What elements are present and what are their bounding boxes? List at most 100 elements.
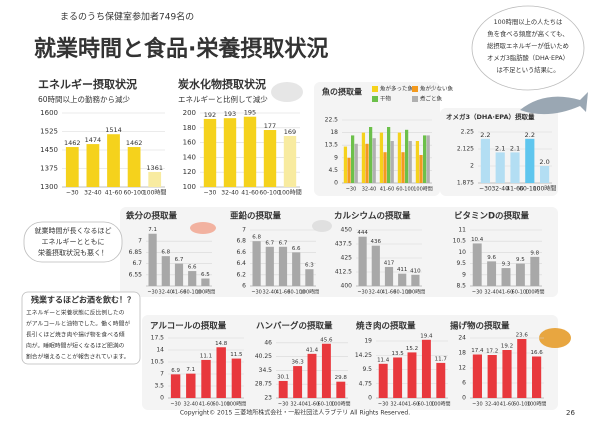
value-label: 23.6 — [516, 333, 529, 339]
x-tick-label: 41-60 — [405, 402, 420, 408]
x-tick-label: 100時間 — [406, 290, 426, 296]
callout-text: 就業時間が長くなるほど — [35, 226, 112, 235]
bar — [390, 141, 394, 183]
bar — [283, 135, 297, 187]
callout-text: エネルギーと栄養状態に反比例したの — [26, 309, 125, 317]
value-label: 177 — [264, 122, 276, 130]
x-tick-label: ~30 — [472, 402, 483, 408]
value-label: 193 — [224, 110, 236, 118]
value-label: 13.5 — [391, 351, 404, 357]
value-label: 17.4 — [471, 348, 484, 354]
y-tick-label: 46 — [264, 339, 272, 346]
value-label: 36.3 — [291, 360, 304, 366]
y-tick-label: 2.25 — [461, 129, 475, 136]
y-tick-label: 1.875 — [457, 180, 474, 187]
bar — [347, 157, 351, 183]
callout-title: 残業するほどお酒を飲む！？ — [31, 295, 135, 305]
bar — [408, 141, 412, 183]
bar — [540, 166, 550, 183]
bar — [372, 138, 376, 183]
bar — [361, 132, 366, 183]
value-label: 29.8 — [335, 375, 348, 381]
y-tick-label: 7 — [160, 371, 164, 378]
value-label: 6.5 — [201, 272, 210, 278]
x-tick-label: 41-60 — [276, 290, 291, 296]
bar — [495, 152, 505, 183]
bar — [487, 261, 497, 286]
chart-title: ビタミンDの摂取量 — [454, 211, 530, 222]
value-label: 195 — [244, 109, 256, 117]
y-tick-label: 4.5 — [328, 167, 338, 174]
y-tick-label: 6.7 — [132, 260, 142, 267]
y-tick-label: 8.5 — [456, 283, 466, 290]
bar — [415, 141, 420, 183]
callout-text: は不足という結果に。 — [497, 65, 560, 74]
value-label: 9.3 — [502, 262, 511, 268]
bar — [532, 356, 542, 398]
bar — [501, 268, 511, 286]
page-number: 26 — [566, 409, 575, 417]
callout-text: 割合が増えることが報告されています。 — [26, 353, 129, 361]
y-tick-label: 13.5 — [325, 142, 339, 149]
bar — [393, 357, 403, 398]
x-tick-label: 32-40 — [491, 186, 509, 193]
bar — [186, 373, 196, 398]
x-tick-label: 100時間 — [431, 402, 451, 408]
callout-text: 向が。睡眠時間が短くなるほど肥満の — [26, 342, 125, 350]
y-tick-label: 23 — [264, 395, 272, 402]
bar — [398, 273, 407, 286]
y-tick-label: 9.5 — [456, 260, 466, 267]
bar — [243, 116, 257, 187]
x-tick-label: ~30 — [204, 190, 217, 197]
bar — [148, 233, 157, 286]
bar — [148, 171, 162, 187]
chart-title: 炭水化物摂取状況 — [178, 77, 266, 91]
x-tick-label: 32-40 — [263, 290, 278, 296]
x-tick-label: ~30 — [278, 402, 289, 408]
x-tick-label: 41-60 — [172, 290, 187, 296]
value-label: 11.1 — [200, 353, 212, 359]
x-tick-label: 100時間 — [331, 402, 351, 408]
y-tick-label: 2 — [470, 163, 474, 170]
value-label: 6.7 — [279, 240, 288, 246]
x-tick-label: 100時間 — [227, 402, 247, 408]
x-tick-label: ~30 — [251, 290, 262, 296]
y-tick-label: 425 — [341, 255, 353, 262]
chart-title: 焼き肉の摂取量 — [355, 321, 416, 332]
bar — [365, 143, 369, 183]
x-tick-label: 60-100 — [212, 402, 230, 408]
x-tick-label: 60-100 — [418, 402, 436, 408]
y-tick-label: 6.4 — [236, 260, 246, 267]
bar — [480, 138, 490, 183]
y-tick-label: 412.5 — [335, 269, 352, 276]
bar — [278, 380, 288, 398]
y-tick-label: 6.55 — [129, 271, 143, 278]
rice-illustration — [271, 82, 303, 102]
bar — [515, 263, 525, 286]
x-tick-label: ~30 — [170, 402, 181, 408]
value-label: 2.1 — [510, 144, 520, 152]
y-tick-label: 437.5 — [335, 241, 352, 248]
value-label: 11.5 — [230, 352, 243, 358]
value-label: 16.6 — [530, 350, 543, 356]
chart-title: 揚げ物の摂取量 — [450, 321, 510, 332]
chart-title: エネルギー摂取状況 — [38, 77, 137, 91]
y-tick-label: 200 — [183, 109, 196, 117]
chart-title: ハンバーグの摂取量 — [256, 321, 333, 332]
value-label: 17.2 — [486, 349, 498, 355]
y-tick-label: 0 — [368, 395, 372, 402]
x-tick-label: 100時間 — [525, 290, 545, 296]
bar — [411, 274, 420, 286]
bar — [170, 374, 181, 398]
x-tick-label: 60-100 — [123, 190, 144, 197]
callout-text: 総摂取エネルギーが低いため — [487, 41, 569, 50]
x-tick-label: ~30 — [357, 290, 368, 296]
x-tick-label: ~30 — [346, 187, 357, 193]
bar — [487, 355, 497, 398]
value-label: 9.6 — [487, 255, 496, 261]
value-label: 7.1 — [186, 367, 195, 373]
y-tick-label: 12 — [458, 365, 466, 372]
bar — [174, 263, 184, 286]
value-label: 45.6 — [320, 337, 333, 343]
y-tick-label: 1300 — [40, 183, 58, 191]
